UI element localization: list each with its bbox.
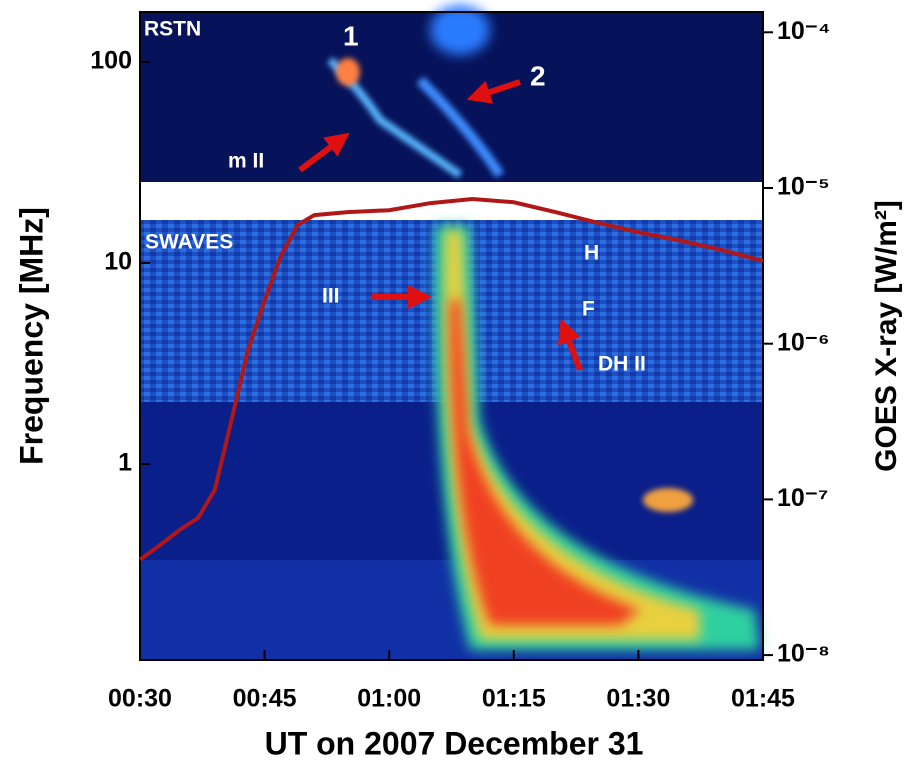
arrows [298,79,583,372]
spectrogram [140,5,763,660]
x-tick-label: 00:30 [108,685,172,713]
axes: 00:30 00:45 01:00 01:15 01:30 01:45 1 10 100 10⁻⁴… [90,17,830,713]
x-tick-label: 01:45 [731,685,795,713]
annotation: F [582,298,595,321]
y2-tick-label: 10⁻⁸ [777,640,830,668]
y2-axis-title: GOES X-ray [W/m²] [870,200,903,472]
annotation: III [322,285,340,308]
annotation: m II [228,150,264,173]
annotation: 1 [343,20,359,51]
x-tick-label: 01:30 [606,685,670,713]
y-tick-label: 10 [104,248,132,276]
annotation: SWAVES [145,231,233,254]
x-axis-title: UT on 2007 December 31 [265,725,644,761]
annotation: DH II [598,353,646,376]
y2-tick-label: 10⁻⁴ [777,17,830,45]
plot-frame [139,11,764,661]
y2-tick-label: 10⁻⁶ [777,328,830,356]
x-tick-label: 01:15 [482,685,546,713]
x-tick-label: 01:00 [357,685,421,713]
y-tick-label: 100 [90,46,132,74]
x-tick-label: 00:45 [233,685,297,713]
y-axis-title: Frequency [MHz] [13,207,49,465]
annotation: RSTN [144,18,201,41]
y2-tick-label: 10⁻⁵ [777,173,830,201]
annotation: 2 [530,60,546,91]
annotation: H [584,242,599,265]
goes-line [138,196,764,562]
y2-tick-label: 10⁻⁷ [777,484,828,512]
y-tick-label: 1 [118,449,132,477]
